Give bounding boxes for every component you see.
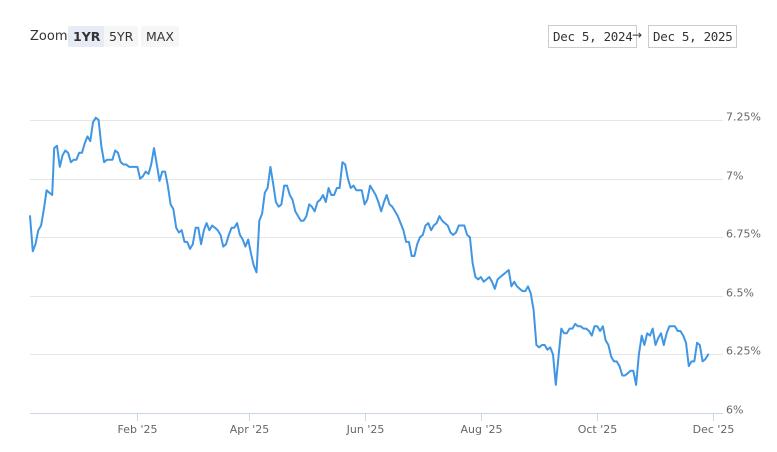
- zoom-5yr-button[interactable]: 5YR: [104, 26, 139, 47]
- zoom-max-button[interactable]: MAX: [141, 26, 179, 47]
- x-tick-label: Oct '25: [578, 423, 618, 436]
- range-to-input[interactable]: Dec 5, 2025: [648, 25, 738, 48]
- series-line[interactable]: [29, 116, 710, 386]
- y-tick-label: 7%: [726, 170, 743, 183]
- zoom-label: Zoom: [30, 29, 68, 44]
- y-tick-label: 6.5%: [726, 287, 754, 300]
- chart-toolbar: Zoom 1YR 5YR MAX Dec 5, 2024 → Dec 5, 20…: [0, 0, 777, 60]
- range-arrow: →: [632, 28, 643, 42]
- x-tick-label: Dec '25: [693, 423, 735, 436]
- grid-lines: [30, 120, 723, 414]
- zoom-1yr-button[interactable]: 1YR: [68, 26, 106, 47]
- y-tick-label: 6.25%: [726, 345, 761, 358]
- y-tick-label: 7.25%: [726, 111, 761, 124]
- x-axis: Feb '25 Apr '25 Jun '25 Aug '25 Oct '25 Dec '…: [118, 413, 735, 436]
- x-tick-label: Apr '25: [230, 423, 270, 436]
- y-tick-label: 6.75%: [726, 228, 761, 241]
- x-tick-label: Jun '25: [346, 423, 385, 436]
- y-axis-labels: 7.25% 7% 6.75% 6.5% 6.25% 6%: [726, 111, 761, 417]
- y-tick-label: 6%: [726, 404, 743, 417]
- x-tick-label: Aug '25: [461, 423, 503, 436]
- x-tick-label: Feb '25: [118, 423, 158, 436]
- range-from-input[interactable]: Dec 5, 2024: [548, 25, 638, 48]
